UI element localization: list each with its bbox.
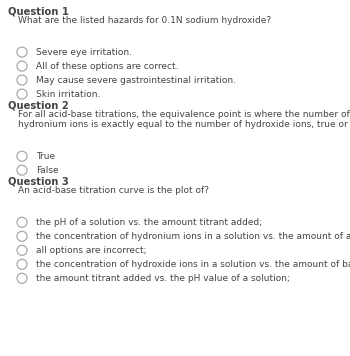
Text: Question 3: Question 3 (8, 176, 69, 186)
Text: True: True (36, 152, 55, 161)
Text: the pH of a solution vs. the amount titrant added;: the pH of a solution vs. the amount titr… (36, 218, 262, 227)
Text: the concentration of hydroxide ions in a solution vs. the amount of base added;: the concentration of hydroxide ions in a… (36, 260, 350, 269)
Text: What are the listed hazards for 0.1N sodium hydroxide?: What are the listed hazards for 0.1N sod… (18, 16, 271, 25)
Text: Question 1: Question 1 (8, 6, 69, 16)
Text: May cause severe gastrointestinal irritation.: May cause severe gastrointestinal irrita… (36, 76, 236, 85)
Text: An acid-base titration curve is the plot of?: An acid-base titration curve is the plot… (18, 186, 209, 195)
Text: All of these options are correct.: All of these options are correct. (36, 62, 178, 71)
Text: all options are incorrect;: all options are incorrect; (36, 246, 147, 255)
Text: Question 2: Question 2 (8, 100, 69, 110)
Text: Severe eye irritation.: Severe eye irritation. (36, 48, 132, 57)
Text: For all acid-base titrations, the equivalence point is where the number of moles: For all acid-base titrations, the equiva… (18, 110, 350, 130)
Text: False: False (36, 166, 59, 175)
Text: the concentration of hydronium ions in a solution vs. the amount of acid added;: the concentration of hydronium ions in a… (36, 232, 350, 241)
Text: the amount titrant added vs. the pH value of a solution;: the amount titrant added vs. the pH valu… (36, 274, 290, 283)
Text: Skin irritation.: Skin irritation. (36, 90, 100, 99)
